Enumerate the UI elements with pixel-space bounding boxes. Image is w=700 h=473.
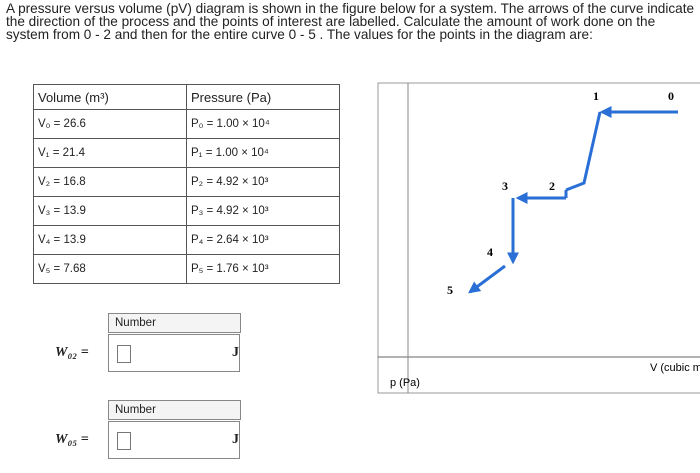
unit: J [232, 432, 239, 447]
point-label: 5 [447, 283, 453, 297]
point-label: 2 [549, 179, 555, 193]
field-label: Number [108, 313, 241, 333]
cell: V₅ = 7.68 [33, 254, 187, 284]
field-label: Number [108, 400, 241, 420]
y-axis-label: p (Pa) [390, 377, 420, 389]
point-label: 1 [593, 89, 599, 103]
cell: V₄ = 13.9 [33, 225, 187, 255]
input-cursor [117, 345, 131, 363]
point-label: 4 [487, 245, 493, 259]
values-table: Volume (m³) Pressure (Pa) V₀ = 26.6 P₀ = 1… [33, 84, 340, 284]
arrow [468, 264, 506, 294]
cell: P₄ = 2.64 × 10³ [186, 225, 340, 255]
point-label: 0 [668, 89, 674, 103]
cell: V₂ = 16.8 [33, 167, 187, 197]
process-curve [468, 106, 678, 294]
answer-input[interactable] [108, 334, 240, 372]
arrow [565, 111, 602, 192]
x-axis-label: V (cubic m [650, 362, 700, 374]
cell: P₁ = 1.00 × 10⁴ [186, 138, 340, 168]
work-label: W₀₂ = [55, 345, 89, 360]
header: Volume (m³) [33, 84, 187, 110]
cell: P₅ = 1.76 × 10³ [186, 254, 340, 284]
cell: P₀ = 1.00 × 10⁴ [186, 109, 340, 139]
work-label: W₀₅ = [55, 432, 89, 447]
point-label: 3 [502, 179, 508, 193]
answer-input[interactable] [108, 421, 240, 459]
question: A pressure versus volume (pV) diagram is… [6, 1, 695, 42]
diagram-frame [377, 82, 700, 394]
input-cursor [117, 432, 131, 450]
header: Pressure (Pa) [186, 84, 340, 110]
unit: J [232, 345, 239, 360]
cell: V₁ = 21.4 [33, 138, 187, 168]
